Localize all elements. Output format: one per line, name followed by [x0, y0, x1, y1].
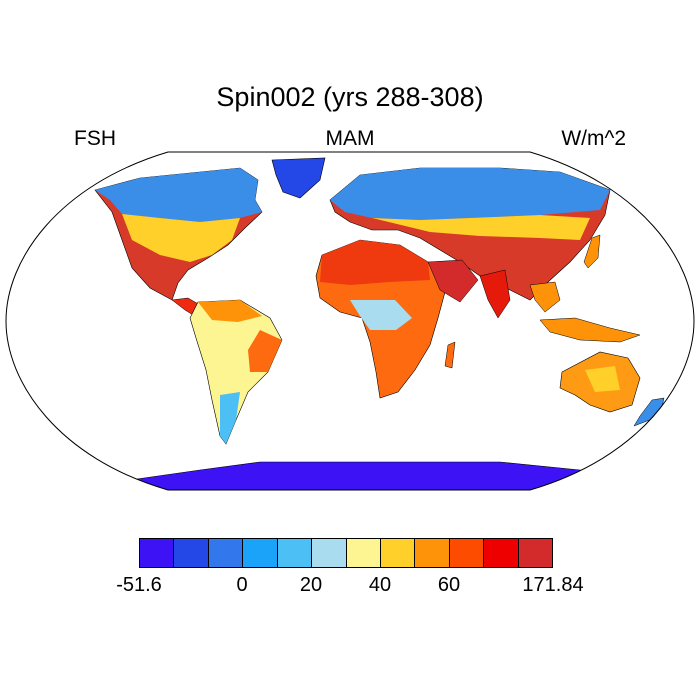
variable-label: FSH [74, 127, 116, 150]
colorbar-swatch [415, 539, 450, 567]
colorbar-swatch [312, 539, 347, 567]
map-title: Spin002 (yrs 288-308) [216, 82, 484, 112]
australia-center [585, 366, 620, 392]
colorbar-swatch [277, 539, 313, 567]
colorbar-swatch [346, 539, 381, 567]
colorbar-tick-label: 60 [437, 574, 461, 596]
antarctica [99, 461, 651, 490]
units-label: W/m^2 [561, 127, 626, 150]
madagascar [444, 341, 456, 369]
arabia [427, 259, 479, 303]
north-america-north [95, 168, 262, 222]
north-america-mid [122, 214, 240, 262]
india [479, 269, 511, 319]
colorbar-tick-label: 40 [368, 574, 392, 596]
south-america-south [220, 392, 240, 444]
south-america-north [198, 300, 262, 322]
colorbar-tick-label: 0 [236, 574, 248, 596]
africa-sahara [320, 240, 430, 285]
japan [583, 234, 601, 269]
africa-center [350, 300, 412, 330]
map-border [5, 151, 695, 491]
indonesia [539, 317, 641, 343]
colorbar-swatch [380, 539, 416, 567]
eurasia-mid [372, 215, 590, 240]
colorbar-tick-label: 20 [299, 574, 323, 596]
colorbar-tick-label: 171.84 [522, 574, 584, 596]
greenland [271, 157, 326, 199]
colorbar-swatch [208, 539, 244, 567]
south-america-east [248, 330, 282, 372]
colorbar-swatch [484, 539, 519, 567]
eurasia-north [330, 168, 610, 220]
colorbar [139, 538, 553, 568]
colorbar-swatch [449, 539, 485, 567]
colorbar-swatch [243, 539, 278, 567]
colorbar-swatch [140, 539, 175, 567]
colorbar-swatch [518, 539, 553, 567]
season-label: MAM [325, 127, 375, 150]
new-zealand [633, 397, 665, 427]
southeast-asia [529, 281, 561, 313]
colorbar-swatch [174, 539, 209, 567]
colorbar-tick-label: -51.6 [116, 574, 162, 596]
